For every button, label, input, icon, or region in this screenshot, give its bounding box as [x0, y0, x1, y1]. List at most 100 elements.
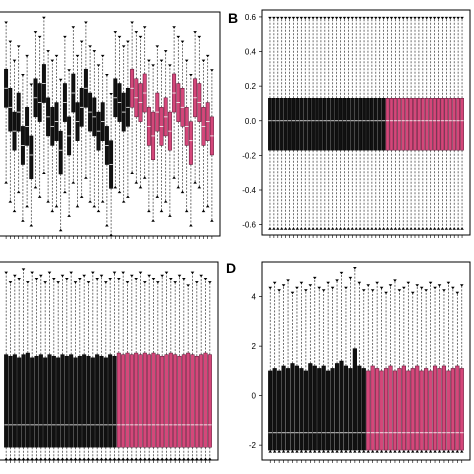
whisker-cap: [295, 16, 300, 20]
whisker-cap: [440, 16, 445, 20]
whisker-cap: [358, 16, 362, 20]
whisker-cap: [205, 204, 210, 208]
whisker-cap: [405, 227, 409, 230]
box: [25, 352, 30, 448]
whisker-cap: [370, 227, 374, 230]
y-tick-label: 0.4: [245, 48, 257, 57]
whisker-cap: [4, 21, 8, 25]
whisker-cap: [358, 227, 362, 230]
whisker-cap: [190, 457, 195, 460]
box: [366, 370, 371, 451]
panel-c: [0, 261, 219, 463]
whisker-cap: [164, 457, 169, 460]
box: [168, 352, 173, 448]
whisker-cap: [173, 281, 177, 284]
box: [381, 98, 386, 151]
box: [29, 135, 34, 180]
whisker-cap: [12, 209, 17, 213]
box: [397, 98, 402, 151]
box: [275, 98, 280, 151]
whisker-cap: [134, 181, 139, 184]
box: [326, 98, 331, 151]
whisker-cap: [201, 209, 206, 213]
whisker-cap: [272, 281, 277, 285]
whisker-cap: [350, 227, 355, 230]
box: [186, 352, 191, 448]
whisker-cap: [67, 69, 71, 72]
whisker-cap: [428, 16, 433, 20]
whisker-cap: [428, 281, 433, 285]
whisker-cap: [47, 271, 52, 275]
box: [413, 98, 417, 151]
box: [103, 357, 108, 448]
whisker-cap: [433, 286, 437, 290]
whisker-cap: [451, 450, 455, 453]
box: [60, 354, 65, 448]
whisker-cap: [112, 271, 117, 275]
whisker-cap: [446, 281, 451, 285]
whisker-cap: [100, 200, 105, 203]
plot-frame: [0, 261, 219, 461]
whisker-cap: [323, 16, 327, 20]
whisker-cap: [342, 16, 347, 20]
box: [448, 98, 453, 151]
whisker-cap: [78, 277, 82, 281]
whisker-cap: [147, 209, 151, 213]
whisker-cap: [304, 450, 308, 453]
whisker-cap: [21, 268, 26, 271]
whisker-cap: [125, 457, 130, 460]
box: [142, 352, 147, 448]
whisker-cap: [73, 281, 78, 284]
box: [290, 363, 295, 451]
box: [415, 365, 420, 451]
whisker-cap: [96, 64, 101, 67]
whisker-cap: [130, 21, 134, 25]
whisker-cap: [393, 279, 397, 282]
box: [279, 98, 284, 151]
box: [21, 354, 26, 448]
whisker-cap: [291, 227, 296, 230]
whisker-cap: [130, 457, 134, 460]
box: [268, 98, 272, 151]
whisker-cap: [180, 190, 185, 194]
box: [460, 98, 464, 151]
whisker-cap: [283, 16, 288, 20]
whisker-cap: [444, 227, 449, 230]
whisker-cap: [374, 227, 378, 230]
whisker-cap: [374, 16, 378, 20]
box: [99, 355, 104, 448]
whisker-cap: [199, 457, 203, 460]
whisker-cap: [182, 457, 186, 460]
whisker-cap: [381, 16, 386, 20]
whisker-cap: [397, 289, 402, 292]
box: [417, 98, 421, 151]
box: [432, 98, 437, 151]
box: [199, 354, 204, 448]
whisker-cap: [147, 457, 151, 460]
whisker-cap: [377, 16, 382, 20]
whisker-cap: [190, 271, 195, 275]
whisker-cap: [43, 457, 47, 460]
box: [436, 98, 441, 151]
whisker-cap: [142, 26, 147, 29]
box: [82, 354, 87, 448]
whisker-cap: [121, 271, 125, 275]
whisker-cap: [312, 450, 317, 453]
box: [299, 98, 304, 151]
whisker-cap: [389, 227, 394, 230]
whisker-cap: [338, 227, 343, 230]
whisker-cap: [459, 284, 464, 287]
whisker-cap: [13, 274, 17, 278]
whisker-cap: [308, 284, 313, 287]
whisker-cap: [184, 209, 189, 213]
whisker-cap: [99, 457, 104, 460]
whisker-cap: [134, 31, 139, 34]
whisker-cap: [69, 457, 73, 460]
whisker-cap: [71, 26, 76, 29]
whisker-cap: [117, 457, 121, 460]
whisker-cap: [130, 274, 134, 278]
box: [389, 98, 394, 151]
whisker-cap: [195, 281, 199, 284]
whisker-cap: [424, 450, 428, 453]
box: [361, 368, 366, 451]
